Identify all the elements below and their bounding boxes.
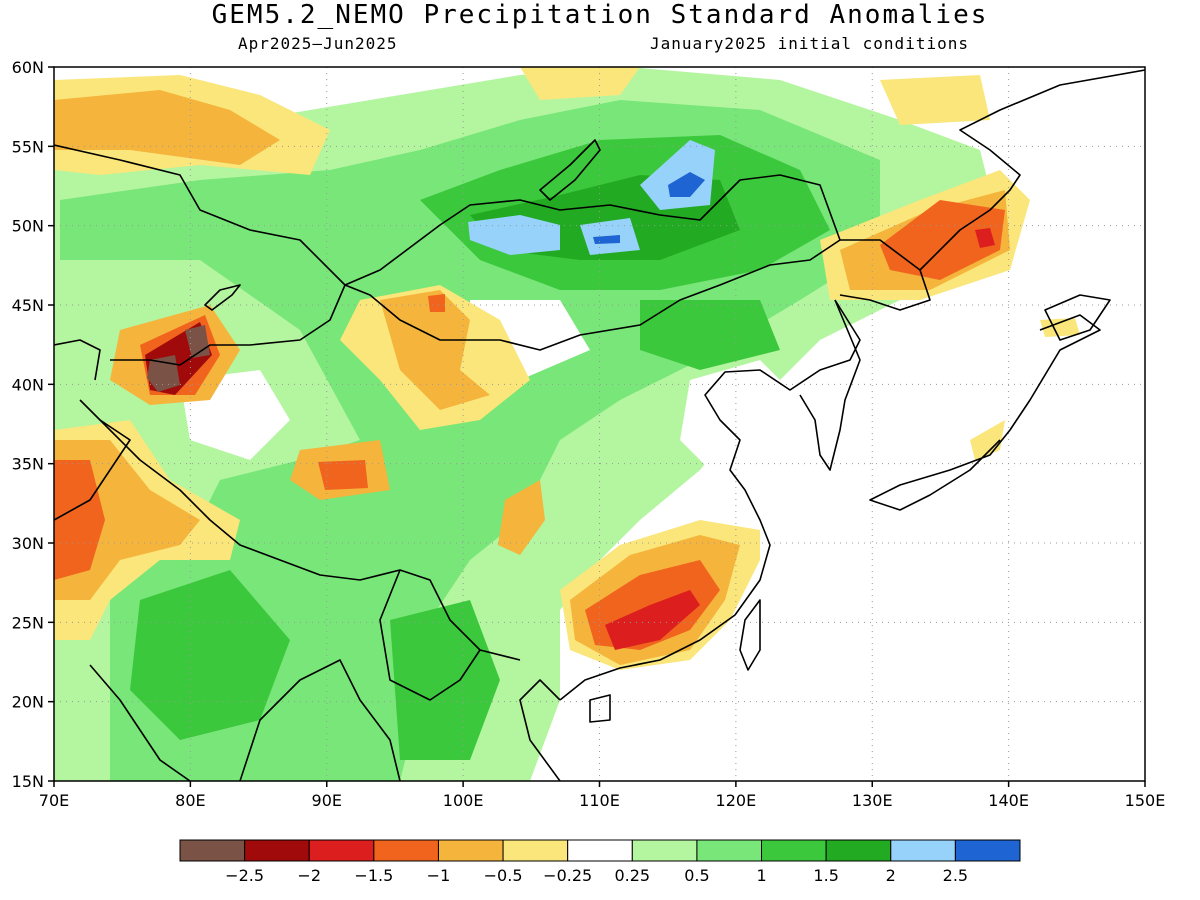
- initial-conditions-subtitle: January2025 initial conditions: [650, 34, 969, 53]
- anomaly-region: [54, 460, 105, 580]
- colorbar-label: 1: [756, 866, 766, 885]
- anomaly-region: [318, 460, 368, 490]
- map-gridlines: [54, 67, 1145, 781]
- japan-coast: [869, 314, 1101, 511]
- colorbar-label: 0.5: [684, 866, 709, 885]
- anomaly-region: [520, 67, 640, 100]
- hokkaido-coast: [1044, 294, 1111, 341]
- lon-tick-label: 150E: [1125, 791, 1166, 810]
- anomaly-region: [640, 300, 780, 370]
- kazakh-border: [54, 144, 346, 366]
- coastlines-borders: [54, 69, 1145, 781]
- lake-balkhash: [204, 284, 241, 311]
- colorbar-label: −1: [427, 866, 451, 885]
- colorbar-swatch: [502, 839, 569, 862]
- myanmar-border: [379, 569, 481, 701]
- colorbar-label: −2: [297, 866, 321, 885]
- lat-tick-label: 45N: [12, 296, 44, 315]
- lat-tick-label: 60N: [12, 58, 44, 77]
- lon-tick-label: 130E: [852, 791, 893, 810]
- colorbar-swatch: [567, 839, 633, 862]
- hainan-coast: [589, 694, 611, 723]
- anomaly-region: [640, 140, 715, 210]
- amur-border: [839, 239, 931, 311]
- tibet-border: [99, 419, 521, 661]
- anomaly-region: [975, 228, 995, 248]
- anomaly-region: [970, 420, 1005, 460]
- lat-tick-label: 55N: [12, 137, 44, 156]
- caspian-like-shore: [54, 339, 101, 381]
- season-subtitle: Apr2025–Jun2025: [238, 34, 398, 53]
- colorbar-label: −1.5: [354, 866, 393, 885]
- korea-coast: [799, 299, 861, 471]
- lon-tick-label: 70E: [39, 791, 69, 810]
- lat-tick-label: 20N: [12, 693, 44, 712]
- colorbar-label: 1.5: [813, 866, 838, 885]
- anomaly-region: [468, 215, 560, 255]
- china-coast: [559, 299, 861, 701]
- lat-tick-label: 35N: [12, 455, 44, 474]
- bay-of-bengal-coast: [239, 659, 401, 781]
- anomaly-region: [498, 480, 545, 555]
- anomaly-region: [380, 290, 490, 410]
- lake-baikal: [539, 139, 601, 201]
- lat-tick-label: 15N: [12, 772, 44, 791]
- colorbar-label: −0.25: [543, 866, 592, 885]
- lat-tick-label: 50N: [12, 217, 44, 236]
- colorbar-swatch: [631, 839, 698, 862]
- colorbar-swatch: [696, 839, 763, 862]
- colorbar-swatch: [179, 839, 246, 862]
- lon-tick-label: 80E: [175, 791, 205, 810]
- anomaly-region: [1040, 318, 1080, 337]
- anomaly-region: [668, 172, 705, 197]
- map-plot-area: [54, 67, 1145, 781]
- colorbar-label: 2.5: [943, 866, 968, 885]
- anomaly-region: [605, 590, 700, 650]
- lon-tick-label: 110E: [579, 791, 620, 810]
- colorbar-swatch: [761, 839, 827, 862]
- lon-tick-label: 100E: [443, 791, 484, 810]
- russia-coast: [919, 69, 1145, 271]
- lat-tick-label: 30N: [12, 534, 44, 553]
- colorbar-label: 2: [886, 866, 896, 885]
- colorbar-label: 0.25: [614, 866, 650, 885]
- colorbar-frame: [179, 839, 1021, 862]
- colorbar-label: −2.5: [225, 866, 264, 885]
- lat-tick-label: 40N: [12, 375, 44, 394]
- indochina-coast: [519, 679, 561, 781]
- axis-ticks: 70E 80E 90E 100E 110E 120E 130E 140E 150E 60N 55N 5…: [12, 58, 1166, 810]
- taiwan-coast: [739, 599, 761, 671]
- anomaly-region: [428, 294, 445, 312]
- india-coast: [89, 664, 191, 781]
- india-border: [54, 399, 131, 521]
- lon-tick-label: 120E: [716, 791, 757, 810]
- colorbar: −2.5 −2 −1.5 −1 −0.5 −0.25 0.25 0.5 1 1.5 2 2.5: [179, 839, 1021, 885]
- colorbar-swatch: [825, 839, 892, 862]
- colorbar-swatch: [954, 839, 1021, 862]
- colorbar-label: −0.5: [484, 866, 523, 885]
- colorbar-swatch: [308, 839, 375, 862]
- anomaly-region: [130, 570, 290, 740]
- colorbar-swatch: [890, 839, 956, 862]
- lon-tick-label: 140E: [988, 791, 1029, 810]
- anomaly-region: [880, 75, 990, 125]
- anomaly-region: [54, 90, 280, 165]
- map-title: GEM5.2_NEMO Precipitation Standard Anoma…: [211, 0, 989, 30]
- colorbar-swatch: [437, 839, 504, 862]
- lon-tick-label: 90E: [312, 791, 342, 810]
- anomaly-shading: [54, 67, 1080, 781]
- anomaly-region: [390, 600, 500, 760]
- colorbar-swatch: [244, 839, 310, 862]
- lat-tick-label: 25N: [12, 613, 44, 632]
- colorbar-swatch: [373, 839, 439, 862]
